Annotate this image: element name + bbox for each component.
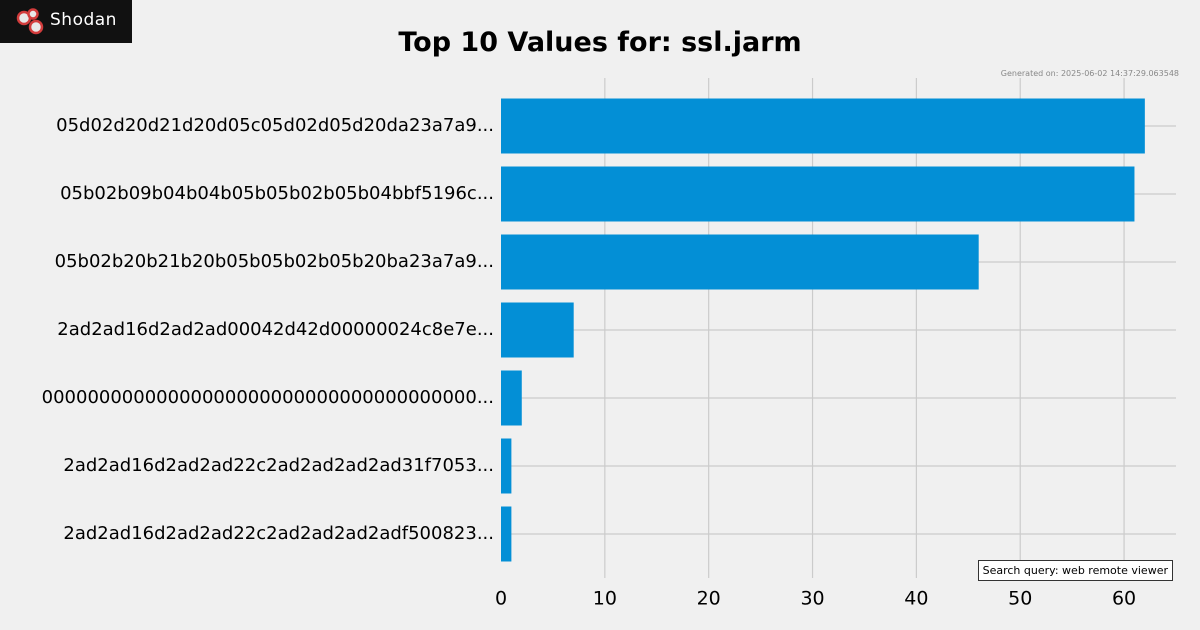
shodan-logo: Shodan — [0, 0, 132, 43]
x-tick-label: 10 — [593, 588, 617, 610]
category-label: 2ad2ad16d2ad2ad00042d42d00000024c8e7e... — [57, 319, 494, 340]
bar — [501, 234, 979, 290]
bar — [501, 506, 512, 562]
category-label: 05b02b09b04b04b05b05b02b05b04bbf5196c... — [60, 183, 494, 204]
category-label: 2ad2ad16d2ad2ad22c2ad2ad2ad2ad31f7053... — [63, 455, 494, 476]
generated-timestamp: Generated on: 2025-06-02 14:37:29.063548 — [1000, 69, 1179, 78]
bar — [501, 302, 574, 358]
x-tick-label: 30 — [800, 588, 824, 610]
search-query-box: Search query: web remote viewer — [977, 560, 1173, 581]
category-label: 05d02d20d21d20d05c05d02d05d20da23a7a9... — [56, 115, 494, 136]
category-label: 2ad2ad16d2ad2ad22c2ad2ad2ad2adf500823... — [63, 523, 494, 544]
x-tick-label: 40 — [904, 588, 928, 610]
bar — [501, 166, 1135, 222]
category-label: 05b02b20b21b20b05b05b02b05b20ba23a7a9... — [55, 251, 494, 272]
bar — [501, 98, 1145, 154]
category-label: 00000000000000000000000000000000000000..… — [42, 387, 494, 408]
bars — [501, 98, 1145, 562]
x-tick-labels: 0 10 20 30 40 50 60 — [495, 588, 1136, 610]
category-labels: 05d02d20d21d20d05c05d02d05d20da23a7a9...… — [42, 115, 494, 544]
x-tick-label: 60 — [1112, 588, 1136, 610]
x-tick-label: 50 — [1008, 588, 1032, 610]
logo-text: Shodan — [50, 10, 117, 30]
x-tick-label: 0 — [495, 588, 507, 610]
chart-title: Top 10 Values for: ssl.jarm — [398, 27, 802, 58]
shodan-logo-icon — [16, 8, 44, 35]
x-tick-label: 20 — [697, 588, 721, 610]
bar — [501, 438, 512, 494]
bar — [501, 370, 522, 426]
